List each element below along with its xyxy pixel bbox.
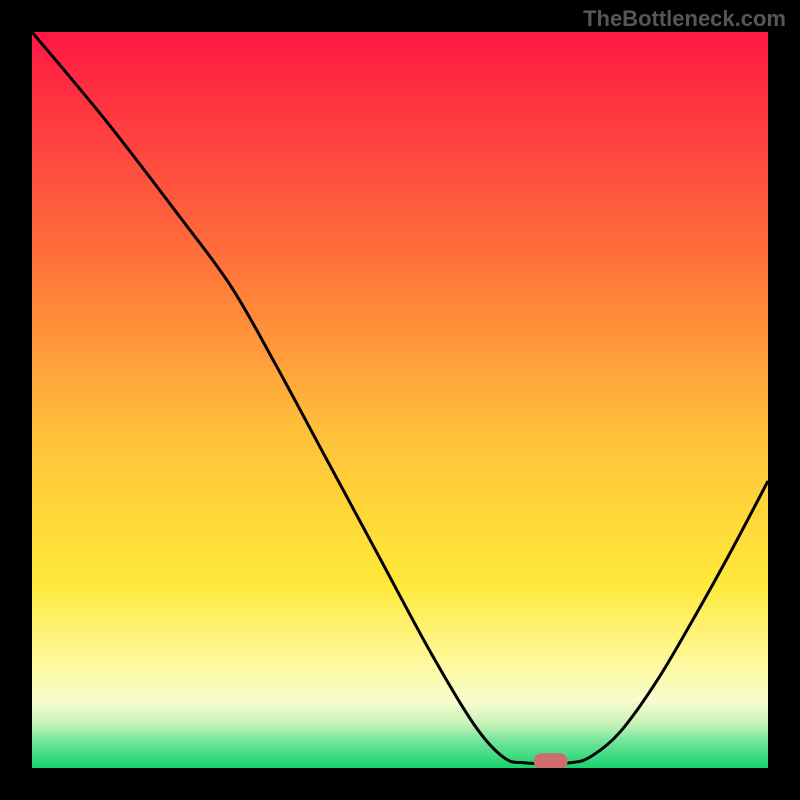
bottleneck-curve [32, 32, 768, 768]
curve-path [32, 32, 768, 764]
plot-area [32, 32, 768, 768]
chart-frame: TheBottleneck.com [0, 0, 800, 800]
optimal-marker [534, 754, 569, 768]
watermark-text: TheBottleneck.com [583, 6, 786, 32]
